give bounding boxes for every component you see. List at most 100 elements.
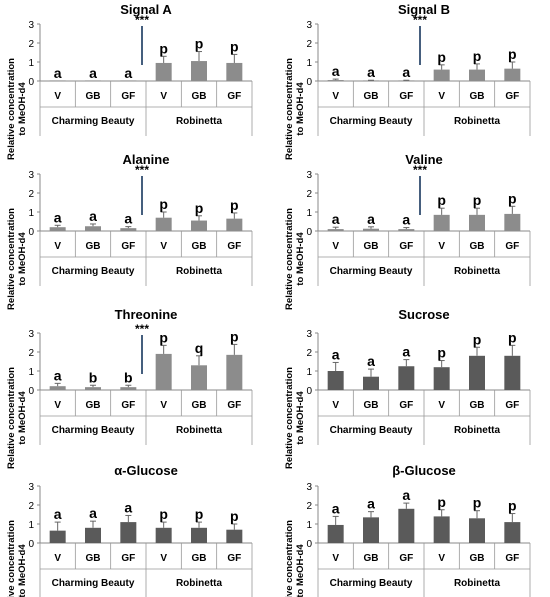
significance-letter: b [124, 369, 133, 385]
bar [49, 227, 66, 231]
y-axis-label: Relative concentrationto MeOH-d4 [6, 367, 28, 469]
significance-letter: a [367, 496, 375, 512]
x-tick-label: V [54, 241, 61, 252]
bar [85, 226, 101, 231]
x-tick-label: GB [86, 553, 101, 564]
x-tick-label: V [160, 241, 167, 252]
significance-letter: p [437, 49, 446, 65]
significance-letter: p [437, 192, 446, 208]
bar [120, 228, 137, 231]
y-axis-label-line: Relative concentration [6, 208, 17, 310]
x-tick-label: V [160, 400, 167, 411]
y-tick-label: 3 [28, 329, 34, 340]
bar [191, 61, 207, 81]
y-tick-label: 3 [306, 170, 312, 181]
y-axis-label: Relative concentrationto MeOH-d4 [6, 520, 28, 597]
x-tick-label: GF [227, 553, 241, 564]
significance-letter: a [367, 64, 375, 80]
chart-panel-2: Alanine Relative concentrationto MeOH-d4 0… [6, 152, 253, 310]
bar [226, 529, 243, 543]
bar [363, 376, 379, 390]
y-tick-label: 0 [306, 77, 312, 88]
significance-letter: p [230, 38, 239, 54]
y-tick-label: 1 [306, 520, 312, 531]
bar [49, 386, 66, 390]
bar [469, 214, 485, 231]
y-tick-label: 0 [306, 227, 312, 238]
x-tick-label: GB [192, 241, 207, 252]
y-tick-label: 0 [306, 539, 312, 550]
y-axis-label: Relative concentrationto MeOH-d4 [284, 58, 306, 160]
significance-letter: a [89, 505, 97, 521]
bar [469, 518, 485, 543]
y-axis-label: Relative concentrationto MeOH-d4 [6, 208, 28, 310]
significance-letter: a [54, 367, 62, 383]
x-tick-label: GB [86, 241, 101, 252]
significance-stars: *** [135, 13, 149, 27]
bar [398, 229, 415, 231]
group-label: Charming Beauty [52, 266, 135, 277]
bar [191, 527, 207, 543]
group-label: Robinetta [454, 266, 501, 277]
chart-panel-3: Valine Relative concentrationto MeOH-d4 0 1… [284, 152, 531, 310]
chart-title: Valine [405, 152, 443, 167]
x-tick-label: GF [399, 553, 413, 564]
x-tick-label: GF [227, 241, 241, 252]
significance-letter: p [473, 331, 482, 347]
x-tick-label: GB [192, 91, 207, 102]
y-axis-label-line: to MeOH-d4 [17, 82, 28, 136]
significance-letter: p [230, 197, 239, 213]
y-tick-label: 3 [28, 20, 34, 31]
x-tick-label: V [54, 91, 61, 102]
significance-letter: p [195, 36, 204, 52]
y-axis-label: Relative concentrationto MeOH-d4 [284, 520, 306, 597]
bar [398, 508, 415, 543]
significance-letter: a [124, 65, 132, 81]
y-tick-label: 0 [28, 77, 34, 88]
bar [504, 355, 521, 390]
x-tick-label: V [438, 91, 445, 102]
x-tick-label: GB [470, 91, 485, 102]
significance-letter: p [159, 196, 168, 212]
chart-panel-0: Signal A Relative concentrationto MeOH-d4… [6, 2, 253, 160]
x-tick-label: GF [399, 91, 413, 102]
group-label: Robinetta [176, 116, 223, 127]
bar [155, 527, 172, 543]
x-tick-label: GF [227, 400, 241, 411]
x-tick-label: GB [364, 241, 379, 252]
group-label: Charming Beauty [52, 116, 135, 127]
y-axis-label: Relative concentrationto MeOH-d4 [284, 367, 306, 469]
significance-letter: p [437, 345, 446, 361]
x-tick-label: GF [505, 553, 519, 564]
significance-letter: a [367, 211, 375, 227]
significance-letter: p [230, 508, 239, 524]
significance-letter: a [367, 353, 375, 369]
significance-letter: p [159, 40, 168, 56]
significance-letter: a [89, 208, 97, 224]
significance-stars: *** [135, 163, 149, 177]
group-label: Charming Beauty [52, 578, 135, 589]
y-axis-label-line: to MeOH-d4 [295, 232, 306, 286]
bar [226, 354, 243, 390]
y-axis-label-line: Relative concentration [284, 367, 295, 469]
chart-title: α-Glucose [114, 463, 178, 478]
x-tick-label: GF [399, 400, 413, 411]
bar [433, 214, 450, 231]
significance-letter: a [124, 499, 132, 515]
chart-title: Alanine [123, 152, 170, 167]
x-tick-label: GF [121, 400, 135, 411]
significance-letter: a [89, 65, 97, 81]
significance-letter: p [195, 200, 204, 216]
bar [504, 213, 521, 231]
group-label: Charming Beauty [330, 266, 413, 277]
bar [433, 367, 450, 390]
y-tick-label: 3 [306, 482, 312, 493]
bar [327, 524, 344, 543]
chart-title: Signal A [120, 2, 172, 17]
chart-panel-4: Threonine Relative concentrationto MeOH-d… [6, 307, 253, 469]
group-label: Robinetta [176, 425, 223, 436]
significance-letter: a [332, 211, 340, 227]
significance-letter: a [332, 500, 340, 516]
x-tick-label: GF [505, 400, 519, 411]
